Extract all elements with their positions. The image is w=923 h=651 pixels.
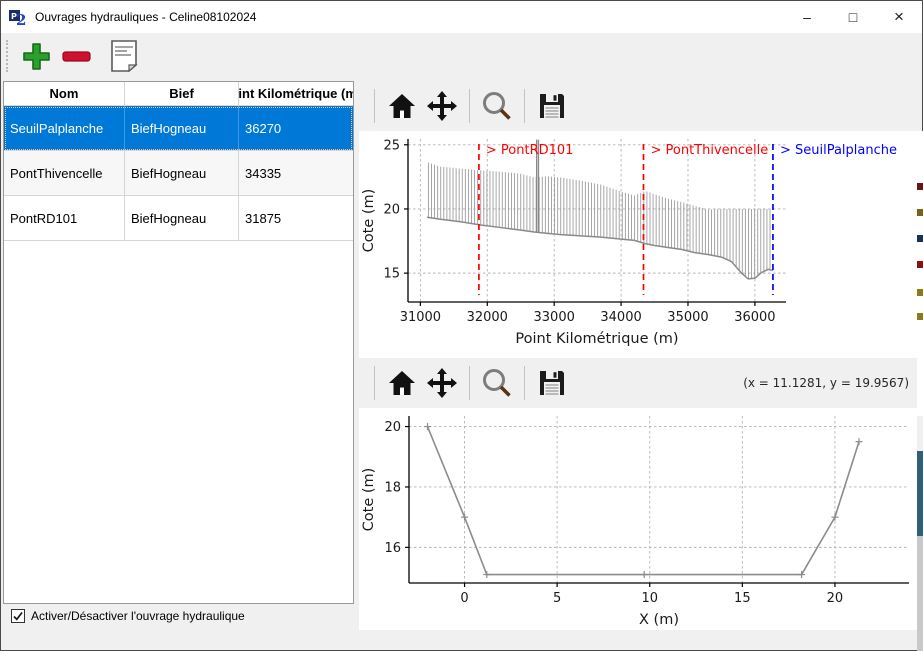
svg-text:15: 15 bbox=[734, 591, 751, 606]
save-icon bbox=[540, 94, 564, 118]
save-button[interactable] bbox=[534, 364, 570, 402]
table-cell[interactable]: PontRD101 bbox=[4, 196, 125, 240]
plus-icon bbox=[22, 42, 50, 70]
svg-text:36000: 36000 bbox=[734, 310, 775, 325]
svg-text:20: 20 bbox=[384, 420, 401, 435]
edit-notes-button[interactable] bbox=[104, 36, 144, 76]
svg-text:X (m): X (m) bbox=[639, 612, 679, 628]
profile-figure: 31000 32000 33000 34000 35000 36000 15 20 25 Poin… bbox=[359, 81, 917, 358]
cursor-coordinates: (x = 11.1281, y = 19.9567) bbox=[743, 376, 909, 390]
svg-text:32000: 32000 bbox=[467, 310, 508, 325]
home-button[interactable] bbox=[384, 87, 420, 125]
profile-plot-canvas[interactable]: 31000 32000 33000 34000 35000 36000 15 20 25 Poin… bbox=[359, 131, 917, 358]
svg-text:20: 20 bbox=[383, 202, 400, 217]
svg-text:> PontRD101: > PontRD101 bbox=[486, 143, 574, 158]
window-title: Ouvrages hydrauliques - Celine08102024 bbox=[35, 10, 257, 24]
enable-structure-row: Activer/Désactiver l'ouvrage hydraulique bbox=[11, 609, 245, 623]
checkmark-icon bbox=[13, 611, 23, 621]
column-header-0[interactable]: Nom bbox=[4, 82, 125, 105]
table-cell[interactable]: 31875 bbox=[245, 210, 282, 226]
pan-icon bbox=[427, 91, 457, 121]
table-cell[interactable]: SeuilPalplanche bbox=[4, 106, 125, 150]
svg-text:15: 15 bbox=[383, 267, 400, 282]
table-cell[interactable]: BiefHogneau bbox=[125, 106, 239, 150]
svg-text:> PontThivencelle: > PontThivencelle bbox=[650, 143, 768, 158]
enable-structure-label: Activer/Désactiver l'ouvrage hydraulique bbox=[31, 609, 245, 623]
svg-text:Point Kilométrique (m): Point Kilométrique (m) bbox=[515, 331, 678, 347]
titlebar: P 2 Ouvrages hydrauliques - Celine081020… bbox=[1, 1, 922, 33]
cross-section-nav-toolbar: (x = 11.1281, y = 19.9567) bbox=[359, 358, 917, 408]
document-icon bbox=[111, 40, 138, 72]
svg-text:5: 5 bbox=[553, 591, 561, 606]
minimize-button[interactable]: – bbox=[803, 9, 811, 25]
svg-text:20: 20 bbox=[827, 591, 844, 606]
svg-text:31000: 31000 bbox=[400, 310, 441, 325]
svg-text:Cote (m): Cote (m) bbox=[361, 468, 377, 532]
save-button[interactable] bbox=[534, 87, 570, 125]
pan-icon bbox=[427, 368, 457, 398]
background-window-sliver bbox=[917, 131, 923, 651]
zoom-button[interactable] bbox=[479, 364, 515, 402]
svg-text:18: 18 bbox=[384, 480, 401, 495]
table-cell[interactable]: BiefHogneau bbox=[125, 196, 239, 240]
cross-section-figure: (x = 11.1281, y = 19.9567) 0 5 10 15 20 16 18 2… bbox=[359, 358, 917, 630]
svg-text:> SeuilPalplanche: > SeuilPalplanche bbox=[780, 143, 897, 158]
profile-nav-toolbar bbox=[359, 81, 917, 131]
svg-text:25: 25 bbox=[383, 138, 400, 153]
add-structure-button[interactable] bbox=[16, 36, 56, 76]
zoom-button[interactable] bbox=[479, 87, 515, 125]
svg-text:33000: 33000 bbox=[534, 310, 575, 325]
svg-text:34000: 34000 bbox=[600, 310, 641, 325]
table-cell[interactable]: 34335 bbox=[245, 165, 282, 181]
home-button[interactable] bbox=[384, 364, 420, 402]
svg-text:Cote (m): Cote (m) bbox=[361, 189, 377, 253]
enable-structure-checkbox[interactable] bbox=[11, 609, 25, 623]
pan-button[interactable] bbox=[424, 87, 460, 125]
table-row-PontRD101[interactable]: PontRD101 BiefHogneau 31875 bbox=[4, 196, 353, 241]
remove-structure-button[interactable] bbox=[56, 36, 96, 76]
app-icon: P 2 bbox=[9, 9, 26, 27]
toolbar-handle[interactable] bbox=[6, 40, 8, 72]
main-toolbar bbox=[1, 33, 922, 79]
svg-text:P: P bbox=[11, 12, 17, 21]
close-button[interactable]: × bbox=[894, 7, 904, 26]
table-header-row: NomBiefPoint Kilométrique (m) bbox=[4, 82, 353, 106]
svg-text:35000: 35000 bbox=[667, 310, 708, 325]
maximize-button[interactable]: □ bbox=[848, 9, 858, 25]
svg-text:0: 0 bbox=[460, 591, 468, 606]
minus-icon bbox=[61, 50, 91, 62]
svg-text:2: 2 bbox=[16, 11, 26, 27]
table-cell[interactable]: 36270 bbox=[245, 120, 282, 136]
table-cell[interactable]: BiefHogneau bbox=[125, 151, 239, 195]
home-icon bbox=[389, 94, 415, 118]
pan-button[interactable] bbox=[424, 364, 460, 402]
column-header-2[interactable]: Point Kilométrique (m) bbox=[239, 86, 353, 101]
structures-table: NomBiefPoint Kilométrique (m) SeuilPalpl… bbox=[3, 81, 354, 604]
save-icon bbox=[540, 371, 564, 395]
zoom-icon bbox=[483, 92, 511, 120]
svg-text:10: 10 bbox=[641, 591, 658, 606]
zoom-icon bbox=[483, 369, 511, 397]
cross-section-plot-canvas[interactable]: 0 5 10 15 20 16 18 20 X (m) Cote (m) bbox=[359, 408, 917, 630]
home-icon bbox=[389, 371, 415, 395]
column-header-1[interactable]: Bief bbox=[125, 82, 239, 105]
table-cell[interactable]: PontThivencelle bbox=[4, 151, 125, 195]
svg-text:16: 16 bbox=[384, 541, 401, 556]
table-row-SeuilPalplanche[interactable]: SeuilPalplanche BiefHogneau 36270 bbox=[4, 106, 353, 151]
table-row-PontThivencelle[interactable]: PontThivencelle BiefHogneau 34335 bbox=[4, 151, 353, 196]
